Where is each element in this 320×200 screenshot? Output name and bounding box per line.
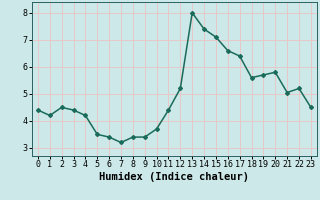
X-axis label: Humidex (Indice chaleur): Humidex (Indice chaleur): [100, 172, 249, 182]
